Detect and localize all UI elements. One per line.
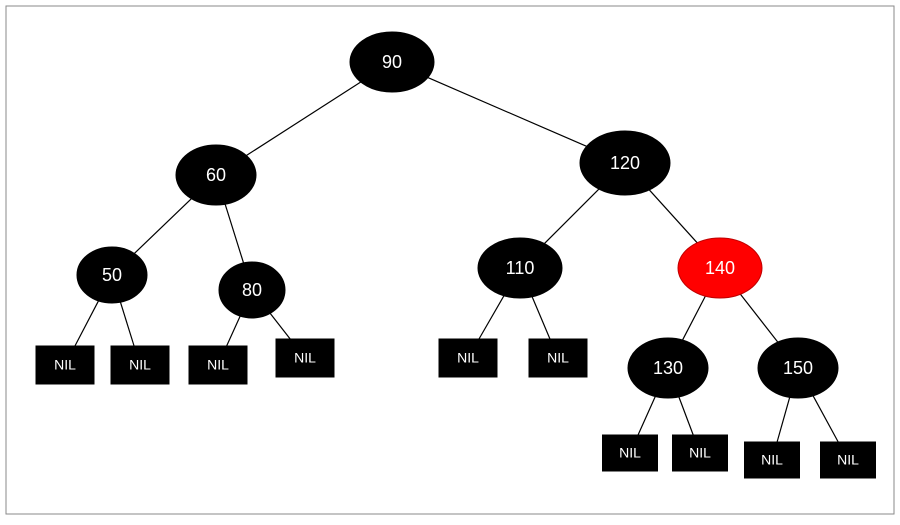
node-label: 50 (102, 265, 122, 285)
nil-leaf: NIL (529, 339, 587, 377)
tree-node: 110 (478, 238, 562, 298)
nil-leaf: NIL (603, 435, 658, 471)
node-label: 140 (705, 258, 735, 278)
tree-edge (683, 296, 706, 340)
nil-label: NIL (689, 445, 711, 461)
node-label: 90 (382, 52, 402, 72)
nil-leaf: NIL (821, 442, 876, 478)
tree-edge (649, 190, 697, 243)
tree-edge (479, 296, 504, 339)
node-label: 150 (783, 358, 813, 378)
nil-label: NIL (207, 357, 229, 373)
nil-leaf: NIL (111, 346, 169, 384)
nil-leaf: NIL (745, 442, 800, 478)
nil-label: NIL (457, 350, 479, 366)
tree-edge (740, 294, 777, 342)
node-label: 60 (206, 165, 226, 185)
tree-edge (679, 397, 693, 435)
tree-edge (813, 396, 838, 442)
node-label: 110 (506, 258, 535, 278)
tree-edge (134, 199, 191, 254)
tree-edge (270, 313, 290, 339)
tree-edge (75, 301, 99, 346)
tree-edge (532, 297, 550, 339)
nil-label: NIL (837, 452, 859, 468)
node-label: 120 (610, 153, 640, 173)
tree-node: 150 (758, 338, 838, 398)
tree-node: 50 (77, 247, 147, 303)
tree-node: 80 (219, 262, 285, 318)
node-label: 80 (242, 280, 262, 300)
nil-label: NIL (547, 350, 569, 366)
nil-leaf: NIL (189, 346, 247, 384)
tree-edge (544, 189, 599, 244)
tree-edge (638, 396, 655, 435)
tree-node: 130 (628, 338, 708, 398)
nil-label: NIL (129, 357, 151, 373)
nil-leaf: NIL (36, 346, 94, 384)
tree-edge (777, 397, 790, 442)
node-label: 130 (653, 358, 683, 378)
nil-label: NIL (761, 452, 783, 468)
tree-svg: 90 60 120 50 80 110 140 130 150 NIL NIL NIL NIL NIL NI… (0, 0, 900, 520)
tree-node: 60 (176, 145, 256, 205)
nil-label: NIL (619, 445, 641, 461)
tree-edge (246, 82, 360, 155)
tree-node: 90 (350, 32, 434, 92)
nodes-group: 90 60 120 50 80 110 140 130 150 NIL NIL NIL NIL NIL NI… (36, 32, 876, 478)
tree-edge (227, 316, 241, 346)
tree-edge (120, 302, 134, 346)
nil-label: NIL (54, 357, 76, 373)
nil-leaf: NIL (439, 339, 497, 377)
red-black-tree-diagram: 90 60 120 50 80 110 140 130 150 NIL NIL NIL NIL NIL NI… (0, 0, 900, 520)
nil-leaf: NIL (673, 435, 728, 471)
tree-edge (428, 78, 587, 147)
tree-edge (225, 204, 243, 263)
nil-label: NIL (294, 350, 316, 366)
tree-node: 140 (678, 238, 762, 298)
nil-leaf: NIL (276, 339, 334, 377)
tree-node: 120 (580, 131, 670, 195)
